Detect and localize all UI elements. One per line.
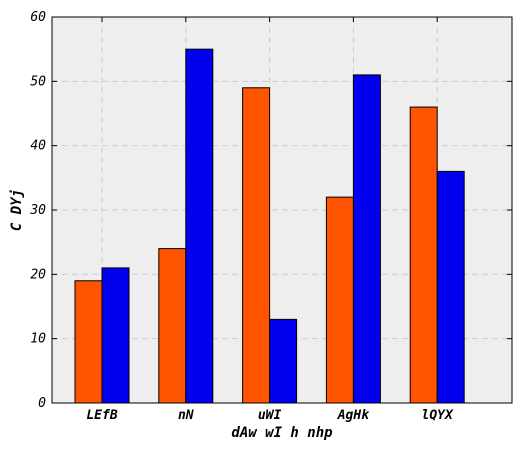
y-tick-label: 40 [30,139,46,154]
y-tick-label: 50 [30,74,46,89]
y-tick-label: 60 [30,10,46,25]
bar-series-1 [74,280,103,404]
x-tick-label: nN [178,408,194,423]
x-axis-ticks: LEfB nN uWI AgHk lQYX [86,17,454,423]
bar-series-1 [325,196,354,404]
y-tick-label: 20 [30,267,46,282]
bar-series-1 [409,106,438,404]
y-tick-label: 0 [38,396,46,411]
bar-series-1 [242,87,271,404]
bar-series-2 [185,48,214,404]
y-axis-ticks: 0 10 20 30 40 50 60 [29,10,512,411]
y-tick-label: 10 [30,332,46,347]
x-tick-label: uWI [258,408,282,423]
bar-series-2 [269,318,298,404]
bar-series-2 [436,170,465,404]
x-tick-label: AgHk [337,408,370,423]
y-axis-title: C DYj [9,189,25,231]
x-axis-title: dAw wI h nhp [231,425,332,441]
bar-series-2 [352,74,381,404]
x-tick-label: LEfB [86,408,117,423]
bars [74,48,465,404]
bar-series-1 [158,248,187,404]
y-tick-label: 30 [29,203,46,218]
bar-series-2 [101,267,130,404]
x-tick-label: lQYX [422,408,454,423]
